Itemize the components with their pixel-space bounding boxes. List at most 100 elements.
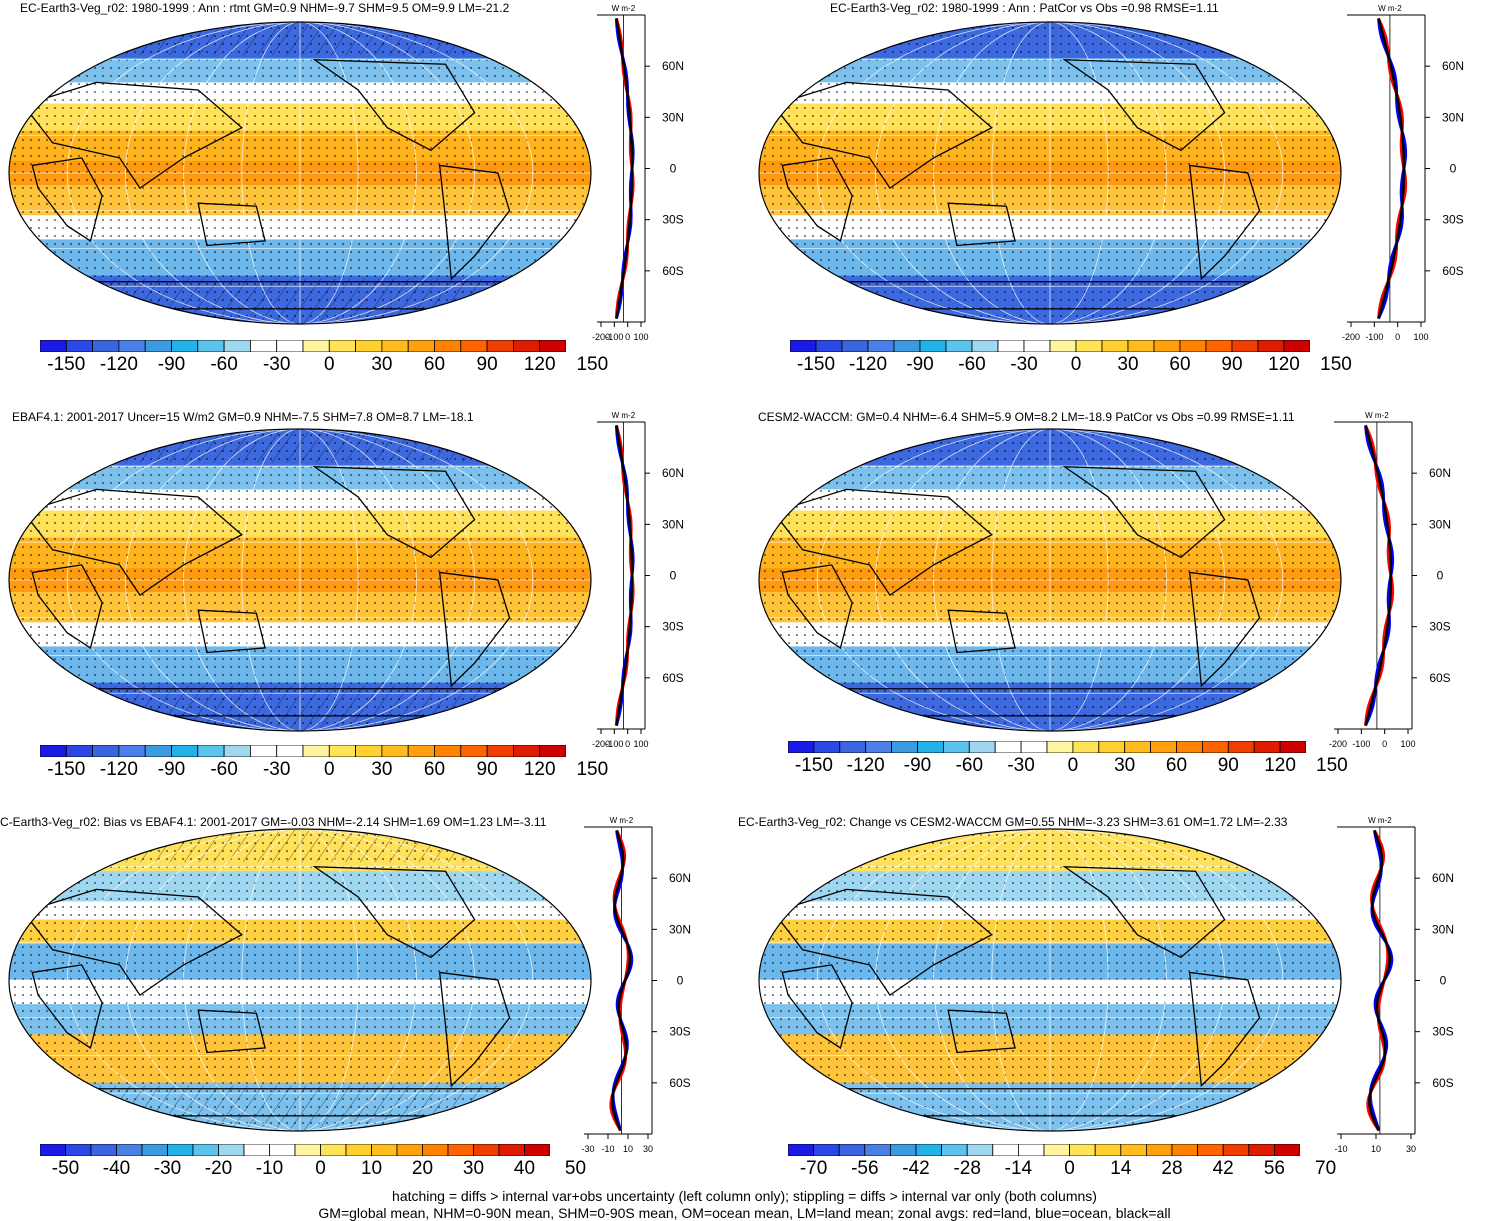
colorbar-tick-label: 30 xyxy=(371,759,393,780)
colorbar-swatch xyxy=(243,1144,270,1156)
colorbar-tick-label: 0 xyxy=(324,759,335,780)
colorbar-tick-label: -120 xyxy=(99,759,138,780)
colorbar-swatch xyxy=(249,340,278,352)
colorbar-swatch xyxy=(486,340,514,352)
zonal-mean-plot: W m-2 60N 30N 0 30S 60S -10 10 30 xyxy=(1334,816,1454,1154)
zonal-units-label: W m-2 xyxy=(612,411,636,420)
zonal-x-tick-label: 10 xyxy=(623,1144,633,1154)
colorbar-swatch xyxy=(1075,340,1103,352)
colorbar-swatch xyxy=(1020,741,1048,753)
colorbar-swatch xyxy=(141,1144,168,1156)
world-map xyxy=(8,828,592,1132)
panel-title: EBAF4.1: 2001-2017 Uncer=15 W/m2 GM=0.9 … xyxy=(12,410,474,424)
colorbar-swatch xyxy=(422,1144,449,1156)
colorbar-tick-label: -90 xyxy=(903,755,932,776)
colorbar-swatch xyxy=(167,1144,194,1156)
zonal-lat-tick-label: 0 xyxy=(1440,974,1447,988)
colorbar-tick-label: -28 xyxy=(953,1158,981,1179)
colorbar-tick-label: 30 xyxy=(1114,755,1136,776)
colorbar-swatch xyxy=(328,340,356,352)
colorbar-tick-label: 40 xyxy=(513,1158,536,1179)
zonal-lat-tick-label: 30N xyxy=(662,110,684,124)
colorbar-tick-label: -90 xyxy=(157,354,186,375)
colorbar-tick-label: -150 xyxy=(794,755,833,776)
zonal-lat-tick-label: 60N xyxy=(669,871,691,885)
colorbar-swatch xyxy=(1043,1144,1071,1156)
colorbar-swatch xyxy=(118,745,146,757)
colorbar-swatch xyxy=(893,340,921,352)
colorbar-swatch xyxy=(1197,1144,1224,1156)
colorbar-swatch xyxy=(434,340,462,352)
colorbar-swatch xyxy=(1101,340,1129,352)
colorbar-swatch xyxy=(1222,1144,1250,1156)
colorbar-swatch xyxy=(355,340,383,352)
colorbar-swatch xyxy=(838,1144,866,1156)
colorbar-tick-label: -60 xyxy=(210,354,238,375)
colorbar-swatch xyxy=(276,745,304,757)
colorbar-swatch xyxy=(867,340,895,352)
zonal-lat-tick-label: 30S xyxy=(1432,1025,1453,1039)
zonal-lat-tick-label: 60S xyxy=(1429,671,1450,685)
zonal-x-tick-label: 30 xyxy=(1406,1144,1416,1154)
zonal-x-tick-label: -200 xyxy=(592,739,610,749)
colorbar-tick-label: 120 xyxy=(1264,755,1296,776)
colorbar-swatch xyxy=(197,340,225,352)
zonal-lat-tick-label: 30N xyxy=(1429,517,1451,531)
world-map xyxy=(758,21,1342,325)
colorbar-tick-label: -90 xyxy=(157,759,186,780)
colorbar-swatch xyxy=(1127,340,1155,352)
colorbar-tick-label: 0 xyxy=(1064,1158,1075,1179)
colorbar-swatch xyxy=(473,1144,500,1156)
colorbar-swatch xyxy=(223,745,251,757)
zonal-lat-tick-label: 60N xyxy=(1432,871,1454,885)
colorbar-tick-label: -50 xyxy=(51,1158,80,1179)
zonal-units-label: W m-2 xyxy=(610,816,634,825)
colorbar-swatch xyxy=(218,1144,245,1156)
colorbar-swatch xyxy=(1049,340,1077,352)
zonal-lat-tick-label: 0 xyxy=(670,162,677,176)
colorbar-tick-label: 150 xyxy=(576,354,609,375)
colorbar-tick-label: 0 xyxy=(1070,354,1082,375)
zonal-lat-tick-label: 60S xyxy=(669,1076,690,1090)
colorbar-tick-label: 90 xyxy=(1221,354,1243,375)
colorbar-swatch xyxy=(1120,1144,1147,1156)
colorbar-tick-label: 150 xyxy=(576,759,609,780)
colorbar-tick-label: -40 xyxy=(102,1158,131,1179)
colorbar xyxy=(40,1144,550,1156)
colorbar-swatch xyxy=(864,1144,891,1156)
colorbar-swatch xyxy=(890,1144,917,1156)
zonal-lat-tick-label: 60N xyxy=(1429,466,1451,480)
colorbar-swatch xyxy=(917,741,944,753)
colorbar-tick-label: -70 xyxy=(799,1158,828,1179)
colorbar-swatch xyxy=(1046,741,1074,753)
colorbar-tick-label: 50 xyxy=(564,1158,587,1179)
zonal-lat-tick-label: 60S xyxy=(1432,1076,1453,1090)
colorbar-tick-label: -56 xyxy=(851,1158,879,1179)
colorbar-swatch xyxy=(1094,1144,1122,1156)
colorbar-swatch xyxy=(1179,340,1207,352)
colorbar-swatch xyxy=(539,745,566,757)
colorbar-swatch xyxy=(381,340,409,352)
colorbar-swatch xyxy=(1145,1144,1173,1156)
zonal-units-label: W m-2 xyxy=(612,4,636,13)
colorbar-tick-label: 0 xyxy=(324,354,335,375)
colorbar-swatch xyxy=(1205,340,1233,352)
zonal-lat-tick-label: 30S xyxy=(669,1025,690,1039)
colorbar-swatch xyxy=(328,745,356,757)
colorbar-swatch xyxy=(1257,340,1285,352)
colorbar-swatch xyxy=(971,340,999,352)
colorbar-tick-label: -30 xyxy=(262,759,291,780)
colorbar-swatch xyxy=(65,745,93,757)
colorbar-tick-label: -120 xyxy=(846,755,885,776)
colorbar-tick-label: 90 xyxy=(476,354,498,375)
colorbar-swatch xyxy=(512,340,541,352)
zonal-x-tick-label: -200 xyxy=(1329,739,1347,749)
colorbar-swatch xyxy=(1072,741,1100,753)
colorbar-swatch xyxy=(539,340,566,352)
colorbar-swatch xyxy=(1171,1144,1199,1156)
colorbar-swatch xyxy=(1023,340,1051,352)
colorbar-tick-label: -60 xyxy=(958,354,986,375)
colorbar-tick-label: -10 xyxy=(255,1158,284,1179)
colorbar-tick-label: -30 xyxy=(1007,755,1035,776)
colorbar xyxy=(40,745,566,757)
